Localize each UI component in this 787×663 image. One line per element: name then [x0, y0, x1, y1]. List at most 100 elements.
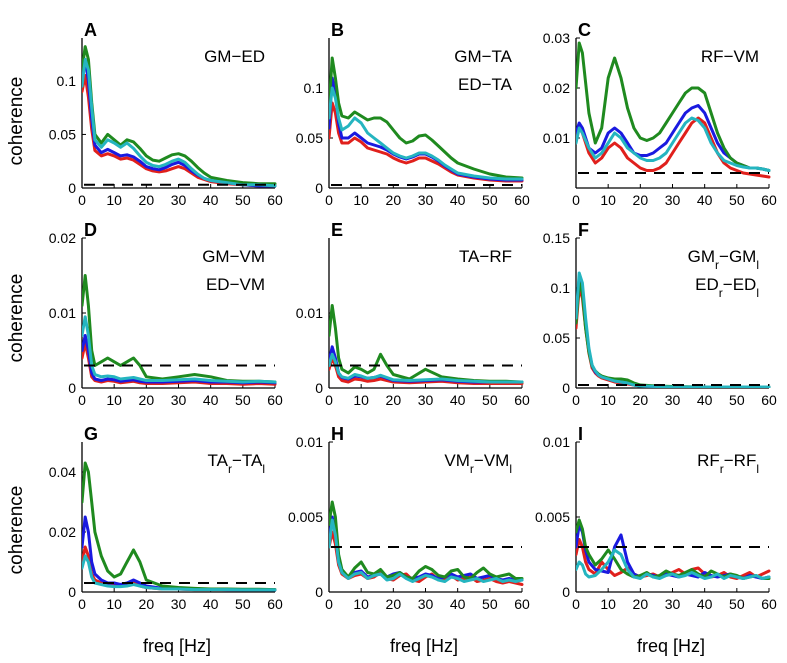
panel-f-ytick-label: 0.05 [543, 330, 570, 346]
panel-b-xtick-label: 60 [514, 192, 530, 208]
panel-e-ytick-label: 0 [315, 380, 323, 396]
panel-c-series-green [576, 41, 771, 172]
panel-b: 0 10 20 30 40 50 60 0 0.05 0.1 B GM−TA ED−TA [296, 20, 530, 208]
panel-f-ytick-label: 0.1 [551, 280, 571, 296]
panel-a: 0 10 20 30 40 50 60 0 0.05 0.1 A GM−ED [49, 20, 283, 208]
panel-c-xtick-label: 10 [600, 192, 616, 208]
panel-h-series-group [329, 500, 524, 586]
panel-e: 0 10 20 30 40 50 60 0 0.01 E TA−RF [296, 220, 530, 408]
panel-i-xtick-label: 10 [600, 596, 616, 612]
panel-h-xtick-label: 0 [325, 596, 333, 612]
panel-h-ytick-label: 0.005 [288, 509, 323, 525]
panel-f-xtick-label: 60 [761, 392, 777, 408]
panel-c-ytick-label: 0.03 [543, 30, 570, 46]
panel-d-ytick-label: 0.01 [49, 305, 76, 321]
panel-c-series-group [576, 41, 771, 179]
xlabel-col-2: freq [Hz] [390, 636, 458, 656]
panel-g-series-group [82, 461, 277, 592]
panel-g-ytick-label: 0 [68, 584, 76, 600]
panel-d-letter: D [84, 220, 97, 240]
panel-e-series-green [329, 304, 524, 384]
panel-d-ytick-label: 0 [68, 380, 76, 396]
panel-d-ytick-label: 0.02 [49, 230, 76, 246]
panel-h: 0 10 20 30 40 50 60 0 0.005 0.01 H VMr−VMl [288, 424, 530, 612]
panel-a-ytick-label: 0 [68, 180, 76, 196]
panel-b-xtick-label: 50 [482, 192, 498, 208]
panel-e-xtick-label: 20 [386, 392, 402, 408]
panel-i-xtick-label: 30 [665, 596, 681, 612]
panel-a-xtick-label: 30 [171, 192, 187, 208]
panel-g-ytick-label: 0.04 [49, 464, 76, 480]
panel-b-xtick-label: 30 [418, 192, 434, 208]
panel-e-xtick-label: 10 [353, 392, 369, 408]
panel-g-series-cyan [82, 554, 277, 592]
panel-e-xtick-label: 50 [482, 392, 498, 408]
panel-g-xtick-label: 60 [267, 596, 283, 612]
panel-f: 0 10 20 30 40 50 60 0 0.05 0.1 0.15 F GMr−GMl EDr−EDl [543, 220, 777, 408]
panel-a-xtick-label: 40 [203, 192, 219, 208]
panel-c-letter: C [578, 20, 591, 40]
xlabel-col-1: freq [Hz] [143, 636, 211, 656]
panel-h-xtick-label: 40 [450, 596, 466, 612]
panel-d-series-group [82, 274, 277, 386]
panel-b-ytick-label: 0.1 [304, 80, 324, 96]
panel-a-series-group [82, 45, 277, 188]
panel-g-ytick-label: 0.02 [49, 524, 76, 540]
panel-d-xtick-label: 0 [78, 392, 86, 408]
panel-h-xtick-label: 50 [482, 596, 498, 612]
panel-i-ytick-label: 0 [562, 584, 570, 600]
panel-c-ytick-label: 0.01 [543, 130, 570, 146]
panel-h-ytick-label: 0 [315, 584, 323, 600]
panel-i-xtick-label: 20 [633, 596, 649, 612]
panel-c-xtick-label: 20 [633, 192, 649, 208]
panel-b-series-group [329, 56, 524, 183]
panel-g-xtick-label: 0 [78, 596, 86, 612]
panel-b-series-green [329, 56, 524, 180]
panel-h-xtick-label: 30 [418, 596, 434, 612]
panel-h-xtick-label: 10 [353, 596, 369, 612]
panel-c-label-line-1: RF−VM [701, 47, 759, 66]
panel-a-letter: A [84, 20, 97, 40]
panel-d-xtick-label: 40 [203, 392, 219, 408]
panel-c-xtick-label: 0 [572, 192, 580, 208]
panel-d-label-line-1: GM−VM [202, 247, 265, 266]
ylabel-row-2: coherence [6, 274, 27, 363]
panel-h-label-line-1: VMr−VMl [444, 451, 512, 476]
panel-c-xtick-label: 30 [665, 192, 681, 208]
panel-g-xtick-label: 40 [203, 596, 219, 612]
panel-h-letter: H [331, 424, 344, 444]
panel-e-ytick-label: 0.01 [296, 305, 323, 321]
panel-c-series-red [576, 116, 771, 179]
panel-b-letter: B [331, 20, 344, 40]
panel-a-xtick-label: 20 [139, 192, 155, 208]
panel-i-label-line-1: RFr−RFl [697, 451, 759, 476]
panels-container: 0 10 20 30 40 50 60 0 0.05 0.1 A GM−ED 0 10 20 30 40 50 60… [49, 20, 777, 612]
panel-c-xtick-label: 40 [697, 192, 713, 208]
panel-b-label-line-1: GM−TA [454, 47, 512, 66]
panel-g-xtick-label: 20 [139, 596, 155, 612]
panel-a-xtick-label: 10 [106, 192, 122, 208]
panel-i-xtick-label: 0 [572, 596, 580, 612]
panel-g-series-blue [82, 515, 277, 592]
panel-f-xtick-label: 30 [665, 392, 681, 408]
panel-i-series-green [576, 518, 771, 580]
panel-h-xtick-label: 20 [386, 596, 402, 612]
panel-b-ytick-label: 0.05 [296, 130, 323, 146]
panel-e-series-group [329, 304, 524, 385]
panel-i-ytick-label: 0.005 [535, 509, 570, 525]
panel-g-xtick-label: 30 [171, 596, 187, 612]
panel-g-xtick-label: 10 [106, 596, 122, 612]
panel-e-series-cyan [329, 352, 524, 384]
panel-c-xtick-label: 50 [729, 192, 745, 208]
panel-i-xtick-label: 50 [729, 596, 745, 612]
panel-a-series-green [82, 45, 277, 186]
panel-d: 0 10 20 30 40 50 60 0 0.01 0.02 D GM−VM ED−VM [49, 220, 283, 408]
panel-a-xtick-label: 60 [267, 192, 283, 208]
panel-a-series-red [82, 74, 277, 188]
panel-h-xtick-label: 60 [514, 596, 530, 612]
panel-d-xtick-label: 10 [106, 392, 122, 408]
panel-g: 0 10 20 30 40 50 60 0 0.02 0.04 G TAr−TAl [49, 424, 283, 612]
panel-c: 0 10 20 30 40 50 60 0.01 0.02 0.03 C RF−VM [543, 20, 777, 208]
panel-g-label-line-1: TAr−TAl [207, 451, 265, 476]
